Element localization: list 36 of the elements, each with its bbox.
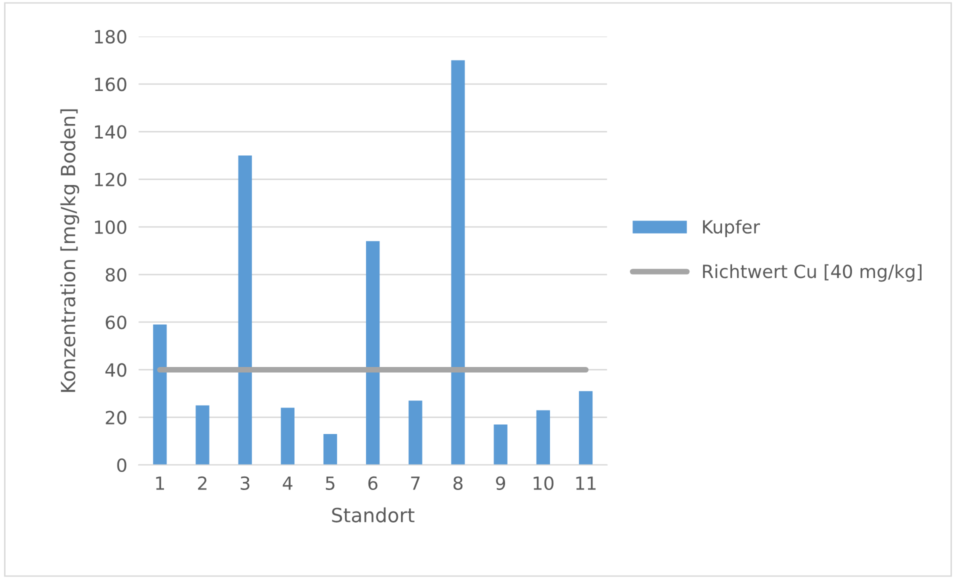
y-tick-label: 120 (95, 172, 126, 186)
x-tick-label: 8 (453, 476, 463, 490)
x-tick-label: 5 (326, 476, 334, 490)
x-tick-label: 9 (496, 476, 506, 490)
x-tick-label: 4 (282, 476, 292, 490)
bar (153, 324, 167, 465)
y-tick-label: 40 (105, 363, 126, 377)
y-tick-label: 20 (106, 410, 126, 424)
y-tick-label: 80 (106, 268, 126, 282)
bar (366, 241, 380, 465)
bar (578, 391, 593, 465)
x-tick-label: 7 (411, 476, 420, 490)
bar (408, 400, 422, 465)
x-tick-label: 6 (368, 476, 378, 490)
bar (238, 155, 252, 465)
y-tick-label: 100 (95, 220, 126, 234)
x-tick-label: 3 (240, 476, 250, 490)
y-tick-label: 160 (95, 78, 126, 92)
legend-label: Kupfer (703, 220, 760, 238)
x-axis-title: Standort (332, 507, 414, 522)
y-tick-label: 60 (106, 316, 126, 330)
y-axis-title: Konzentration [mg/kg Boden] (60, 109, 80, 392)
y-tick-label: 140 (95, 125, 126, 139)
bar (494, 424, 508, 465)
x-tick-label: 2 (198, 476, 206, 490)
legend-label: Richtwert Cu [40 mg/kg] (703, 264, 922, 282)
x-tick-label: 10 (534, 476, 554, 490)
bar (536, 410, 550, 465)
x-tick-label: 11 (576, 476, 596, 490)
bar (196, 405, 210, 465)
x-tick-label: 1 (156, 476, 164, 490)
bar (323, 434, 338, 465)
y-tick-label: 180 (95, 30, 126, 44)
bar (451, 60, 465, 465)
y-tick-label: 0 (117, 458, 126, 472)
bar (280, 408, 294, 465)
